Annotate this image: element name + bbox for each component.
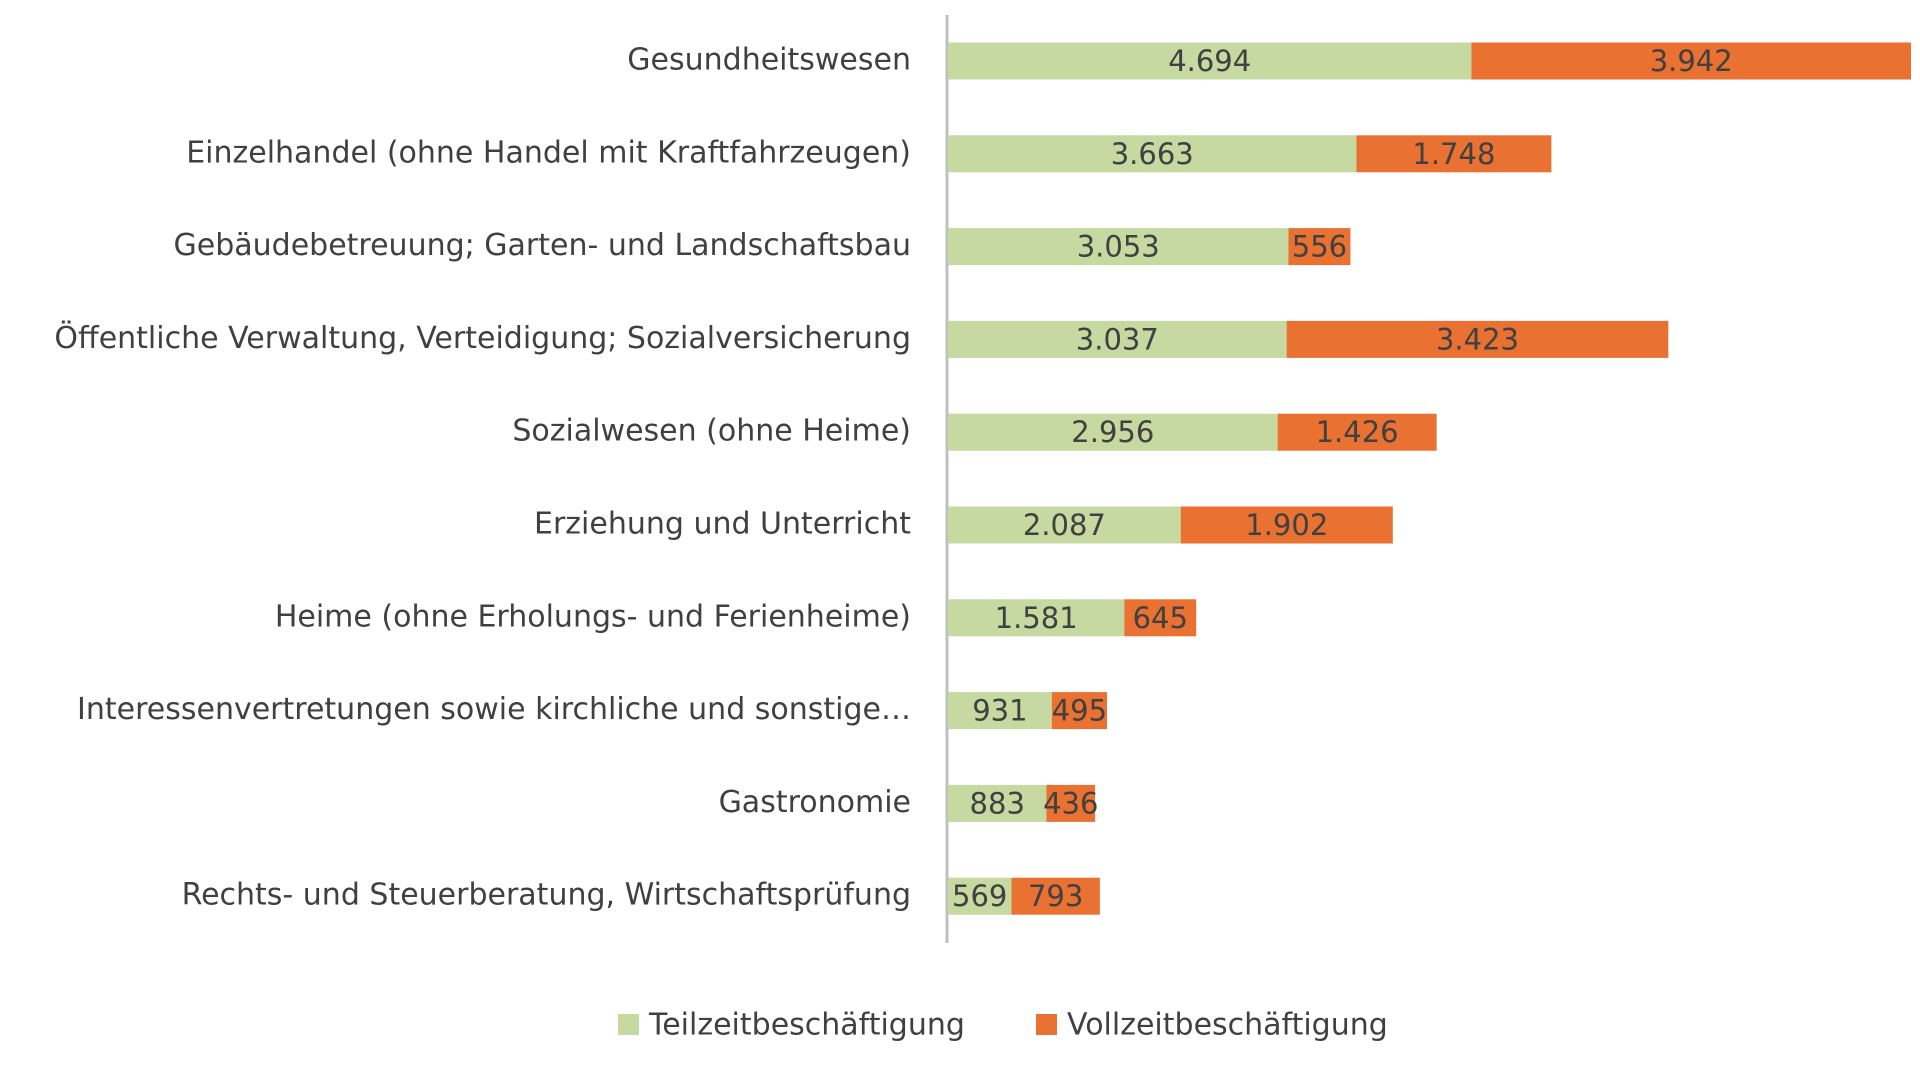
data-label: 883 [970, 786, 1025, 820]
bar-segment [948, 692, 1052, 730]
data-label: 3.053 [1077, 230, 1160, 264]
bar-segment [1180, 506, 1393, 544]
data-label: 2.956 [1071, 415, 1154, 449]
category-label: Heime (ohne Erholungs- und Ferienheime) [275, 599, 911, 634]
data-label: 1.426 [1316, 415, 1399, 449]
bar-segment [948, 599, 1125, 637]
data-label: 3.423 [1436, 322, 1519, 356]
bar-segment [948, 42, 1472, 80]
data-label: 793 [1028, 879, 1083, 913]
data-label: 495 [1052, 694, 1107, 728]
bar-segment [948, 228, 1289, 266]
data-label: 556 [1292, 230, 1347, 264]
category-label: Sozialwesen (ohne Heime) [512, 414, 911, 449]
data-label: 1.748 [1412, 137, 1495, 171]
bar-segment [1286, 320, 1669, 358]
data-label: 3.037 [1076, 322, 1159, 356]
bar-segment [948, 506, 1181, 544]
bar-segment [948, 413, 1278, 451]
category-label: Erziehung und Unterricht [534, 507, 911, 542]
data-label: 569 [952, 879, 1007, 913]
category-label: Gastronomie [719, 785, 911, 820]
bar-segment [948, 135, 1357, 173]
bar-segment [948, 320, 1287, 358]
data-label: 645 [1133, 601, 1188, 635]
bar-segment [1277, 413, 1437, 451]
data-label: 3.942 [1650, 44, 1733, 78]
data-label: 1.581 [995, 601, 1078, 635]
data-label: 1.902 [1245, 508, 1328, 542]
bar-segment [1046, 784, 1096, 822]
category-label: Gesundheitswesen [627, 43, 911, 78]
legend-swatch [618, 1014, 639, 1035]
category-label: Einzelhandel (ohne Handel mit Kraftfahrz… [186, 135, 911, 170]
legend-label: Vollzeitbeschäftigung [1067, 1008, 1388, 1043]
bar-segment [948, 877, 1012, 915]
category-label: Rechts- und Steuerberatung, Wirtschaftsp… [182, 878, 911, 913]
category-label: Interessenvertretungen sowie kirchliche … [77, 692, 911, 727]
legend-label: Teilzeitbeschäftigung [648, 1008, 965, 1043]
data-label: 2.087 [1023, 508, 1106, 542]
bar-segment [1471, 42, 1911, 80]
bar-segment [1356, 135, 1552, 173]
data-label: 436 [1043, 786, 1098, 820]
data-label: 3.663 [1111, 137, 1194, 171]
bar-segment [1124, 599, 1197, 637]
bar-segment [1011, 877, 1100, 915]
category-label: Öffentliche Verwaltung, Verteidigung; So… [54, 320, 911, 356]
bar-segment [1051, 692, 1108, 730]
category-label: Gebäudebetreuung; Garten- und Landschaft… [174, 228, 911, 263]
legend-swatch [1036, 1014, 1057, 1035]
data-label: 931 [972, 694, 1027, 728]
data-label: 4.694 [1168, 44, 1251, 78]
bar-segment [948, 784, 1047, 822]
bar-segment [1288, 228, 1351, 266]
